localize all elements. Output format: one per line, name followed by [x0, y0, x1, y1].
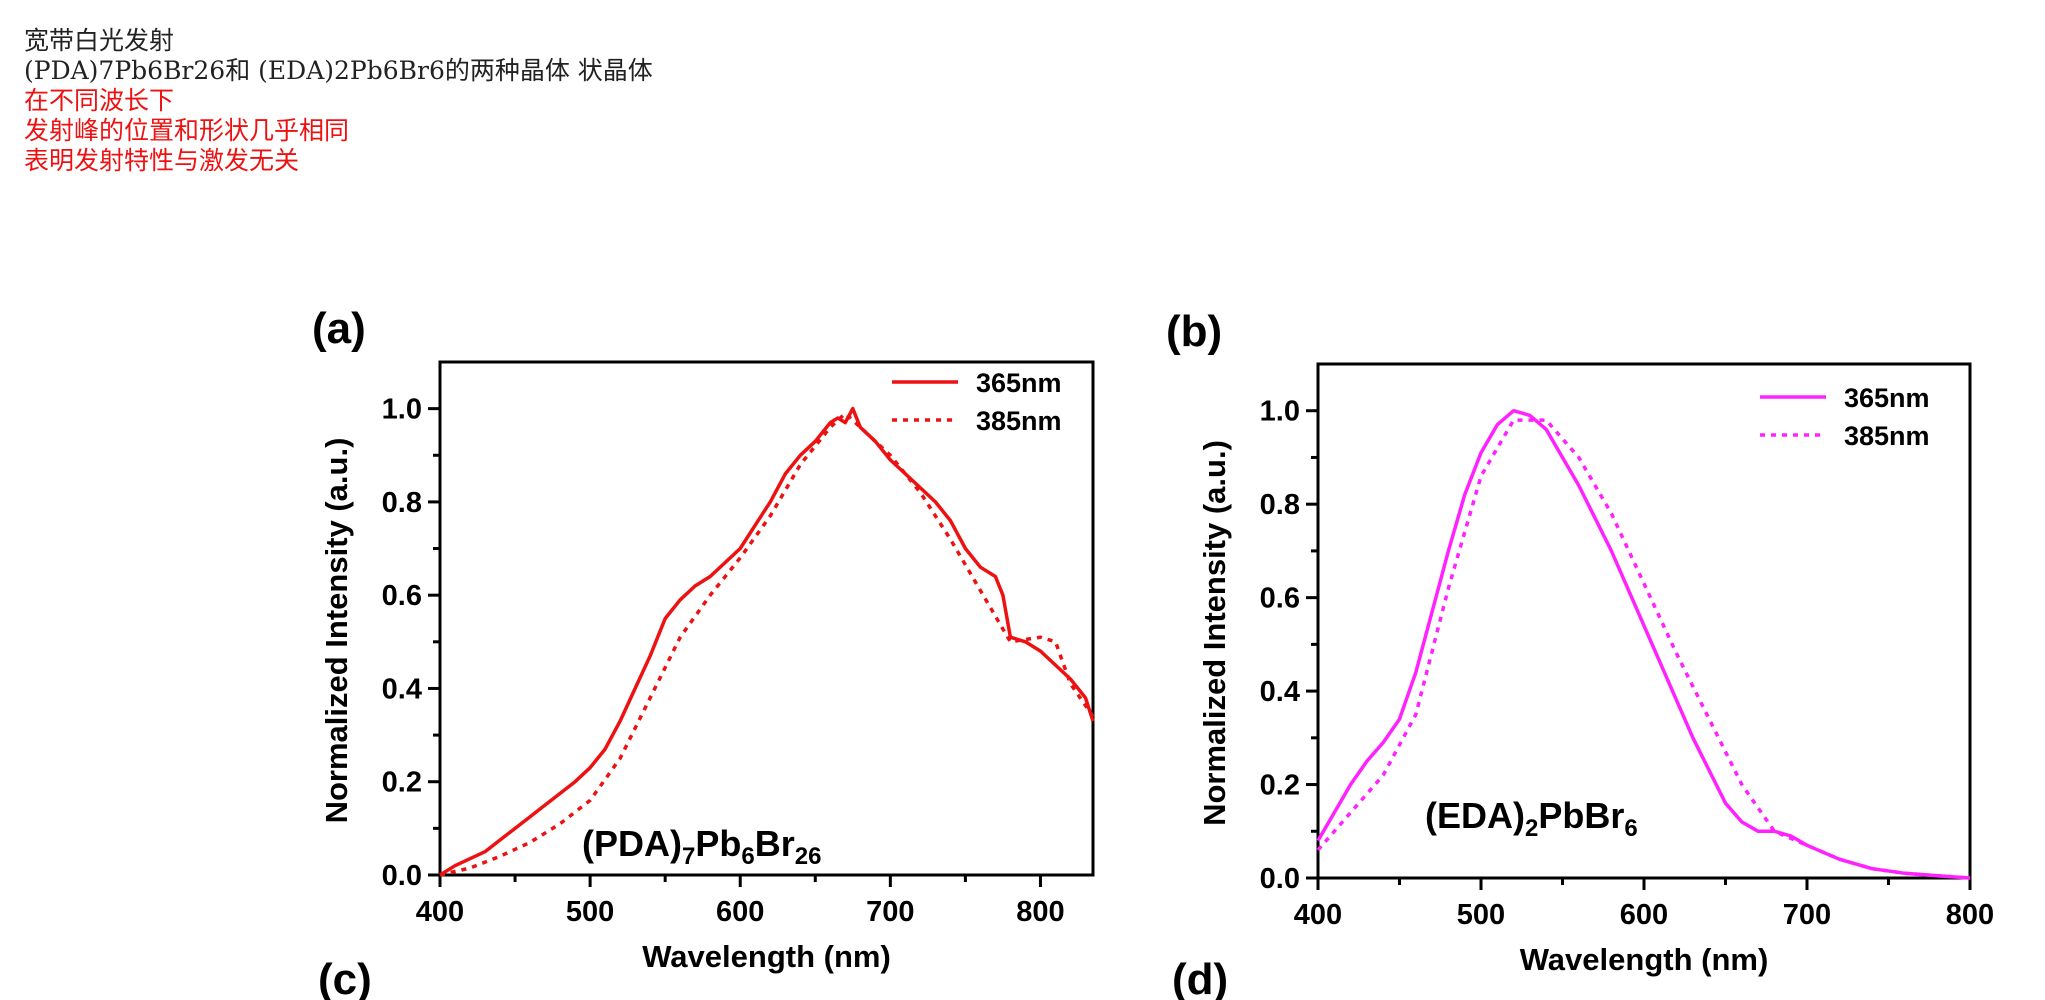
x-tick-label: 600 [716, 896, 764, 928]
legend-label-365nm: 365nm [1844, 383, 1930, 413]
panel-label-d: (d) [1172, 955, 1228, 1000]
compound-label: (PDA)7Pb6Br26 [582, 823, 821, 870]
series-line-365nm [1316, 408, 1971, 880]
x-tick-label: 800 [1946, 899, 1994, 931]
chart-a: 400 500 600 700 800 0.0 0.2 0.4 0.6 0.8 1.0 Wavelen… [319, 360, 1095, 974]
note-title: 宽带白光发射 [24, 26, 175, 55]
series-line-365nm [439, 406, 1095, 877]
formula-subscript: 26 [795, 843, 822, 870]
formula-subscript: 2 [1525, 815, 1538, 842]
panel-label-c: (c) [318, 955, 372, 1000]
x-axis-title: Wavelength (nm) [642, 939, 891, 974]
panel-label-b: (b) [1166, 307, 1222, 356]
formula-subscript: 7 [682, 843, 695, 870]
note-red-3: 表明发射特性与激发无关 [24, 146, 300, 175]
y-tick-label: 0.4 [1260, 676, 1300, 708]
legend-label-385nm: 385nm [976, 406, 1062, 436]
formula-subscript: 6 [741, 843, 754, 870]
y-tick-label: 0.4 [382, 673, 422, 705]
note-red-1: 在不同波长下 [24, 86, 175, 115]
series-line-385nm [1316, 418, 1971, 880]
note-compounds: (PDA)7Pb6Br26和 (EDA)2Pb6Br6的两种晶体 状晶体 [24, 56, 653, 85]
x-tick-label: 600 [1620, 899, 1668, 931]
y-axis-title: Normalized Intensity (a.u.) [1197, 440, 1232, 826]
formula-part: Pb [695, 823, 741, 864]
legend-label-365nm: 365nm [976, 368, 1062, 398]
plot-frame [438, 360, 1095, 877]
x-tick-label: 800 [1016, 896, 1064, 928]
formula-part: (EDA) [1425, 795, 1525, 836]
y-tick-label: 1.0 [1260, 396, 1300, 428]
y-tick-label: 0.2 [382, 767, 422, 799]
compound-label: (EDA)2PbBr6 [1425, 795, 1638, 842]
y-tick-label: 0.6 [1260, 583, 1300, 615]
x-tick-label: 700 [1783, 899, 1831, 931]
x-tick-label: 400 [1294, 899, 1342, 931]
note-red-2: 发射峰的位置和形状几乎相同 [24, 116, 350, 145]
x-tick-label: 500 [1457, 899, 1505, 931]
x-tick-label: 500 [566, 896, 614, 928]
formula-part: (PDA) [582, 823, 682, 864]
x-tick-label: 700 [866, 896, 914, 928]
x-tick-label: 400 [416, 896, 464, 928]
y-tick-label: 0.8 [382, 487, 422, 519]
formula-part: Br [755, 823, 795, 864]
series-line-385nm [439, 411, 1095, 877]
legend-label-385nm: 385nm [1844, 421, 1930, 451]
y-tick-label: 0.6 [382, 580, 422, 612]
y-tick-label: 0.8 [1260, 489, 1300, 521]
y-tick-label: 0.0 [382, 860, 422, 892]
y-tick-label: 0.2 [1260, 770, 1300, 802]
annotation-notes: 宽带白光发射 (PDA)7Pb6Br26和 (EDA)2Pb6Br6的两种晶体 … [24, 26, 653, 176]
y-axis-title: Normalized Intensity (a.u.) [319, 438, 354, 824]
panel-label-a: (a) [312, 304, 366, 353]
formula-subscript: 6 [1624, 815, 1637, 842]
formula-part: PbBr [1538, 795, 1624, 836]
x-axis-title: Wavelength (nm) [1520, 942, 1769, 977]
y-tick-label: 0.0 [1260, 863, 1300, 895]
chart-b: 400 500 600 700 800 0.0 0.2 0.4 0.6 0.8 1.0 Wavelen… [1197, 362, 1994, 977]
y-tick-label: 1.0 [382, 394, 422, 426]
